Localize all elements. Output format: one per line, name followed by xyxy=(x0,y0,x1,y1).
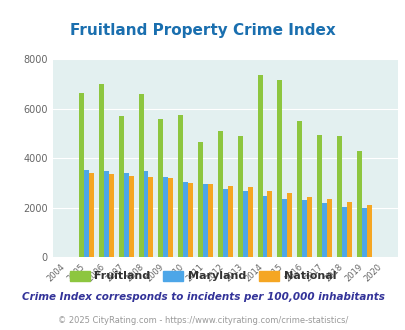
Bar xyxy=(366,205,371,257)
Bar xyxy=(89,173,94,257)
Bar xyxy=(301,201,307,257)
Bar xyxy=(227,185,232,257)
Legend: Fruitland, Maryland, National: Fruitland, Maryland, National xyxy=(65,266,340,286)
Bar xyxy=(341,207,346,257)
Bar xyxy=(124,173,128,257)
Text: Fruitland Property Crime Index: Fruitland Property Crime Index xyxy=(70,23,335,38)
Bar xyxy=(336,136,341,257)
Bar xyxy=(163,177,168,257)
Bar xyxy=(128,176,133,257)
Bar xyxy=(202,184,207,257)
Bar xyxy=(307,197,311,257)
Bar xyxy=(99,84,104,257)
Bar xyxy=(316,135,321,257)
Bar xyxy=(296,121,301,257)
Bar xyxy=(222,189,227,257)
Bar xyxy=(188,183,193,257)
Bar xyxy=(118,116,124,257)
Bar xyxy=(158,119,163,257)
Bar xyxy=(84,170,89,257)
Bar xyxy=(79,93,84,257)
Bar xyxy=(267,191,272,257)
Text: Crime Index corresponds to incidents per 100,000 inhabitants: Crime Index corresponds to incidents per… xyxy=(21,292,384,302)
Bar xyxy=(281,199,287,257)
Bar xyxy=(277,81,281,257)
Bar xyxy=(257,76,262,257)
Bar xyxy=(138,94,143,257)
Bar xyxy=(168,178,173,257)
Bar xyxy=(287,193,292,257)
Bar xyxy=(346,202,351,257)
Bar xyxy=(217,131,222,257)
Bar xyxy=(356,151,361,257)
Bar xyxy=(326,199,331,257)
Bar xyxy=(109,175,113,257)
Bar xyxy=(104,171,109,257)
Bar xyxy=(262,195,267,257)
Bar xyxy=(237,136,242,257)
Bar xyxy=(143,171,148,257)
Bar xyxy=(148,177,153,257)
Bar xyxy=(178,115,183,257)
Bar xyxy=(198,142,202,257)
Bar xyxy=(361,208,366,257)
Bar xyxy=(207,184,212,257)
Bar xyxy=(183,182,188,257)
Text: © 2025 CityRating.com - https://www.cityrating.com/crime-statistics/: © 2025 CityRating.com - https://www.city… xyxy=(58,315,347,325)
Bar xyxy=(242,191,247,257)
Bar xyxy=(247,187,252,257)
Bar xyxy=(321,203,326,257)
